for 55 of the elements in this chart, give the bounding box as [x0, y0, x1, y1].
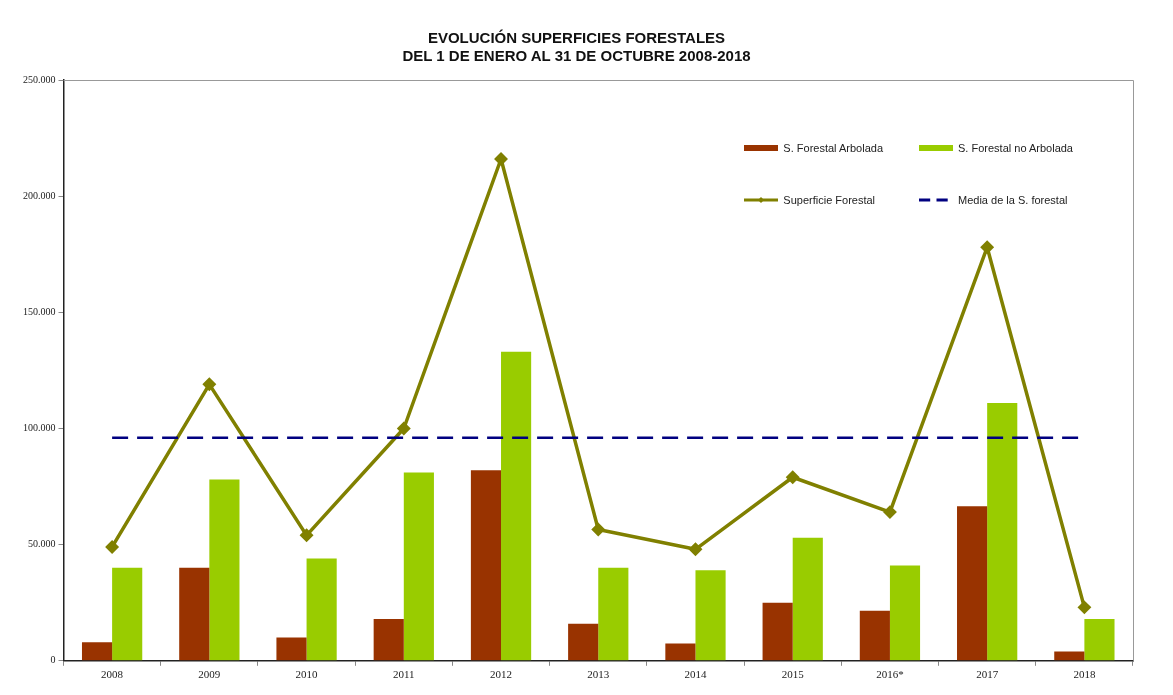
bar: [1054, 651, 1085, 661]
legend-label: S. Forestal Arbolada: [783, 142, 884, 154]
point: [397, 422, 411, 435]
point: [494, 152, 508, 166]
x-tick-label: 2010: [295, 668, 319, 681]
bar: [1084, 618, 1115, 661]
point: [689, 543, 702, 556]
point: [786, 471, 799, 484]
bar: [403, 472, 434, 661]
point: [883, 505, 897, 519]
x-tick-label: 2018: [1073, 668, 1096, 681]
bar: [470, 470, 502, 661]
chart-title: EVOLUCIÓN SUPERFICIES FORESTALES DEL 1 DE ENERO AL 31 DE OCTUBRE 2008-2018: [402, 29, 751, 65]
bar: [276, 637, 307, 661]
x-tick-label: 2017: [976, 668, 999, 681]
x-tick-label: 2013: [587, 668, 610, 681]
bar: [665, 643, 696, 661]
point: [105, 540, 119, 554]
y-tick-label: 50.000: [28, 538, 56, 550]
bar: [179, 567, 210, 661]
x-tick-label: 2011: [393, 668, 415, 681]
x-tick-label: 2016*: [876, 668, 904, 681]
y-tick-label: 0: [50, 654, 56, 666]
x-tick-label: 2012: [490, 668, 513, 681]
bar: [889, 565, 921, 661]
point: [203, 378, 216, 391]
bar: [957, 506, 988, 661]
bar: [762, 602, 793, 661]
bar: [112, 567, 143, 661]
bar: [81, 642, 113, 661]
legend-label: Media de la S. forestal: [958, 194, 1068, 206]
y-tick-label: 250.000: [23, 73, 56, 85]
x-tick-label: 2009: [198, 668, 221, 681]
y-tick-label: 200.000: [23, 189, 56, 201]
bar: [373, 618, 404, 661]
x-tick-label: 2015: [781, 668, 805, 681]
y-tick-label: 100.000: [23, 422, 56, 434]
point: [1078, 601, 1091, 614]
bar: [859, 610, 890, 661]
point: [592, 523, 605, 536]
x-tick-label: 2008: [101, 668, 124, 681]
legend-label: Superficie Forestal: [783, 194, 876, 206]
bar: [568, 623, 599, 661]
point: [300, 529, 313, 542]
y-tick-label: 150.000: [23, 305, 56, 317]
legend-label: S. Forestal no Arbolada: [958, 142, 1073, 154]
point: [980, 241, 994, 254]
x-tick-label: 2014: [684, 668, 707, 681]
bar: [209, 479, 240, 661]
bar: [987, 402, 1018, 661]
bar: [792, 537, 823, 661]
bar: [695, 570, 726, 661]
bar: [501, 351, 532, 661]
bar: [598, 567, 629, 661]
bar: [306, 558, 337, 661]
